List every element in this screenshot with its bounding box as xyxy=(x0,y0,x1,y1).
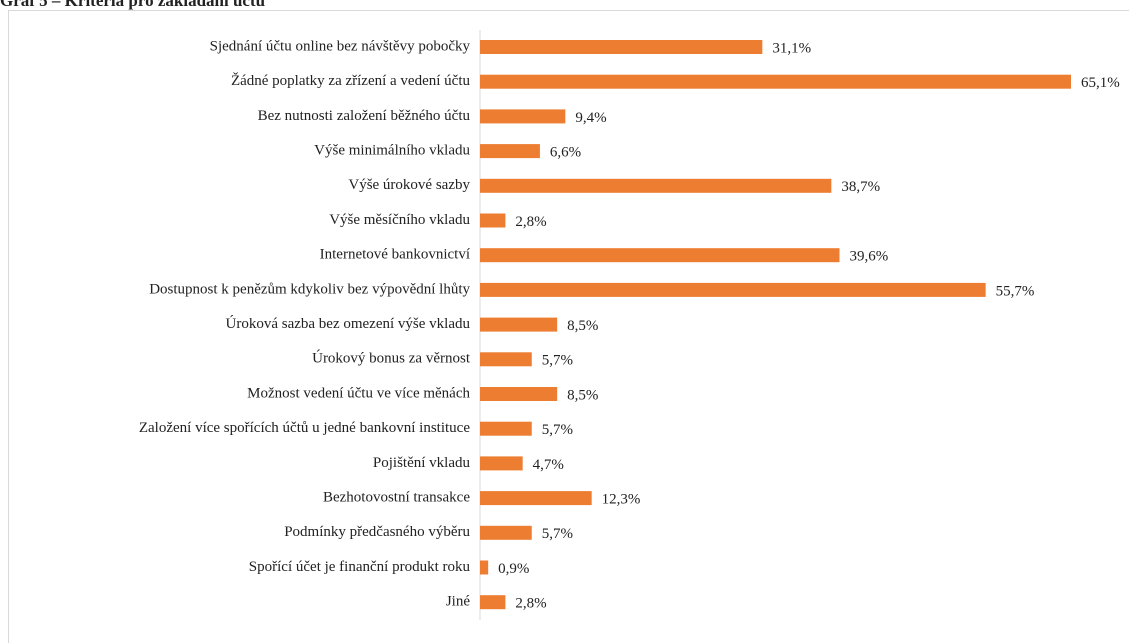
y-tick-label: Dostupnost k penězům kdykoliv bez výpově… xyxy=(149,281,470,297)
y-tick-label: Podmínky předčasného výběru xyxy=(284,524,470,540)
bar xyxy=(480,560,489,575)
value-label: 8,5% xyxy=(567,318,598,334)
y-tick-label: Jiné xyxy=(446,594,471,610)
y-tick-label: Žádné poplatky za zřízení a vedení účtu xyxy=(231,72,471,89)
bar xyxy=(480,317,558,332)
bar xyxy=(480,282,986,297)
y-tick-label: Sjednání účtu online bez návštěvy pobočk… xyxy=(210,38,471,54)
bar xyxy=(480,248,840,263)
y-tick-label: Úrokový bonus za věrnost xyxy=(312,350,471,367)
bar xyxy=(480,40,763,54)
bar xyxy=(480,178,832,193)
value-label: 5,7% xyxy=(542,353,573,369)
y-tick-label: Spořící účet je finanční produkt roku xyxy=(249,559,471,575)
value-label: 65,1% xyxy=(1081,75,1120,91)
value-label: 6,6% xyxy=(550,145,581,161)
chart-title: Graf 5 – Kritéria pro zakládání účtu xyxy=(0,0,265,10)
bar xyxy=(480,595,506,610)
y-tick-label: Úroková sazba bez omezení výše vkladu xyxy=(226,315,471,332)
value-label: 55,7% xyxy=(996,283,1035,299)
y-tick-label: Založení více spořících účtů u jedné ban… xyxy=(139,420,470,436)
bar xyxy=(480,144,540,159)
bar xyxy=(480,74,1071,89)
value-label: 4,7% xyxy=(533,457,564,473)
value-label: 38,7% xyxy=(841,179,880,195)
y-tick-label: Možnost vedení účtu ve více měnách xyxy=(247,385,470,401)
y-tick-label: Výše minimálního vkladu xyxy=(314,143,470,159)
bar xyxy=(480,456,523,471)
bar xyxy=(480,109,566,124)
y-tick-label: Internetové bankovnictví xyxy=(320,247,470,263)
bar xyxy=(480,213,506,228)
value-label: 8,5% xyxy=(567,387,598,403)
value-label: 0,9% xyxy=(498,561,529,577)
bar xyxy=(480,421,532,436)
y-tick-label: Bezhotovostní transakce xyxy=(323,490,470,506)
y-tick-label: Bez nutnosti založení běžného účtu xyxy=(258,108,471,124)
value-label: 39,6% xyxy=(850,249,889,265)
y-tick-label: Výše úrokové sazby xyxy=(348,177,470,193)
y-tick-label: Pojištění vkladu xyxy=(373,455,471,471)
value-label: 5,7% xyxy=(542,422,573,438)
y-tick-label: Výše měsíčního vkladu xyxy=(329,212,470,228)
value-label: 2,8% xyxy=(515,596,546,612)
chart-frame xyxy=(8,10,1129,643)
bar xyxy=(480,387,558,401)
bar xyxy=(480,352,532,367)
value-label: 31,1% xyxy=(772,40,811,56)
value-label: 2,8% xyxy=(515,214,546,230)
value-label: 12,3% xyxy=(602,492,641,508)
value-label: 5,7% xyxy=(542,526,573,542)
value-label: 9,4% xyxy=(575,110,606,126)
bar xyxy=(480,491,592,506)
bar xyxy=(480,525,532,540)
